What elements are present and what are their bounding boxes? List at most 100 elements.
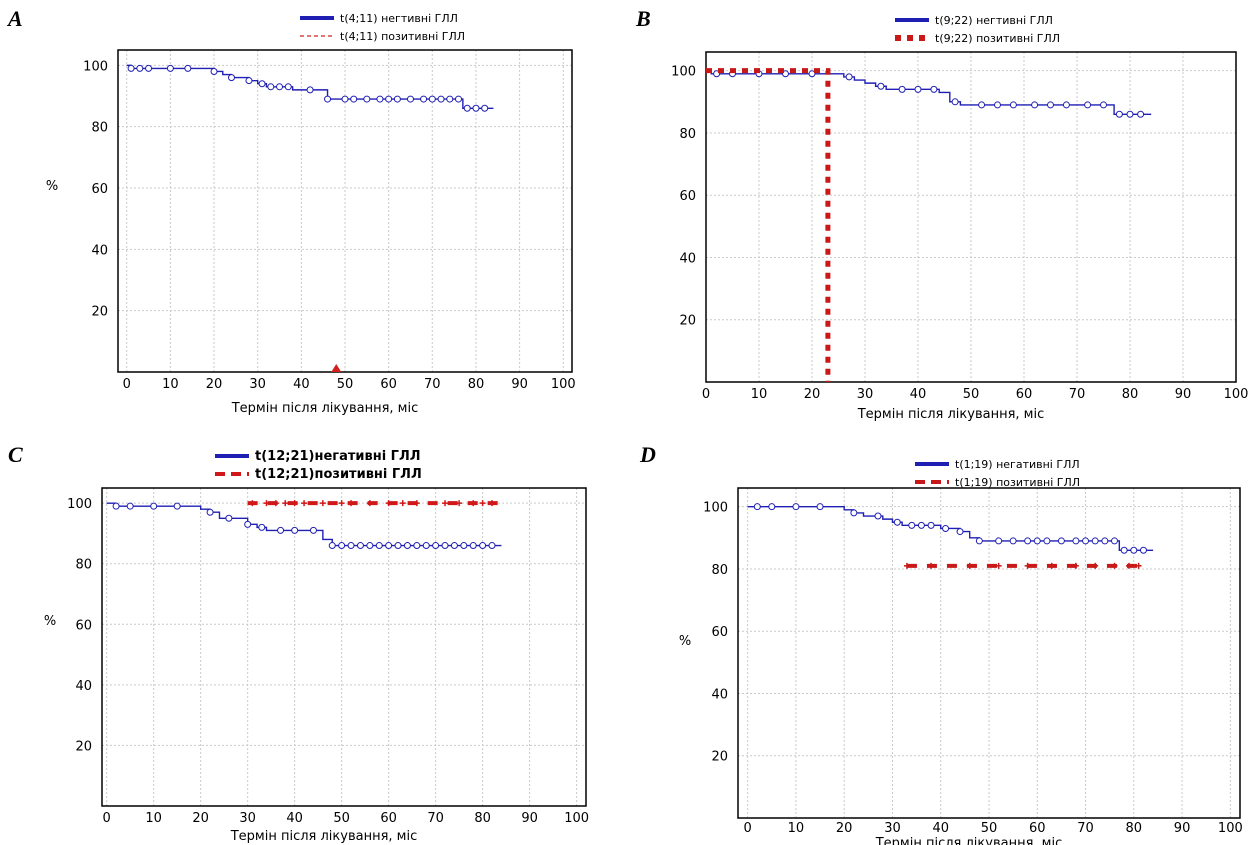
censor-marker [1130, 546, 1138, 554]
censor-marker [816, 503, 824, 511]
y-axis-label: % [679, 634, 691, 649]
series-negative [706, 69, 1152, 118]
censor-marker [420, 95, 428, 103]
series-line [706, 69, 1152, 115]
censor-marker [1009, 537, 1017, 545]
series-line [106, 502, 502, 547]
x-tick-label: 50 [981, 821, 998, 836]
y-tick-label: 40 [711, 687, 728, 702]
censor-marker [914, 85, 922, 93]
y-tick-label: 40 [75, 679, 92, 694]
legend-label: t(12;21)позитивні ГЛЛ [255, 467, 422, 482]
censor-marker [347, 542, 355, 550]
panel-C: C 0 10 20 30 40 50 60 70 80 90 100 20 40 60 80 100 Термін… [8, 442, 589, 844]
x-tick-label: 30 [249, 377, 266, 392]
censor-marker [1031, 101, 1039, 109]
x-axis-label: Термін після лікування, міс [231, 401, 419, 416]
panels: A0 10 20 30 40 50 60 70 80 90 10020406080100Термін… [6, 6, 1248, 845]
x-tick-label: 40 [932, 821, 949, 836]
censor-marker [1111, 537, 1118, 545]
censor-marker [1115, 110, 1123, 118]
x-axis-label: Термін після лікування, міс [875, 836, 1063, 845]
series-line [706, 68, 831, 382]
x-tick-label: 80 [1126, 821, 1143, 836]
series-line [747, 505, 1154, 551]
panel-letter: A [6, 6, 23, 31]
panel-letter: C [8, 442, 23, 467]
censor-marker [951, 98, 959, 106]
censor-marker [228, 74, 235, 82]
x-tick-label: 60 [1016, 387, 1033, 402]
x-tick-label: 90 [1175, 387, 1192, 402]
censor-marker [1082, 537, 1090, 545]
censor-marker [917, 521, 925, 529]
y-tick-label: 20 [91, 305, 108, 320]
x-tick-label: 90 [1174, 821, 1191, 836]
censor-marker [930, 85, 938, 93]
censor-marker [1072, 537, 1080, 545]
censor-marker [1043, 537, 1051, 545]
legend: t(4;11) негтивні ГЛЛ t(4;11) позитивні ГЛ… [300, 12, 465, 43]
y-tick-label: 20 [679, 314, 696, 329]
censor-marker [874, 512, 882, 520]
censor-marker [126, 502, 134, 510]
censor-marker [210, 67, 218, 75]
censor-marker [942, 524, 950, 532]
y-tick-label: 80 [75, 558, 92, 573]
censor-marker [460, 542, 468, 550]
plot-frame [737, 487, 1241, 819]
censor-marker [1024, 537, 1032, 545]
x-tick-label: 30 [857, 387, 874, 402]
x-tick-label: 50 [963, 387, 980, 402]
censor-marker [479, 542, 487, 550]
censor-marker [145, 64, 153, 72]
censor-marker [394, 542, 402, 550]
y-tick-label: 80 [91, 121, 108, 136]
censor-marker [376, 95, 384, 103]
censor-marker [956, 528, 964, 536]
panel-A: A 0 10 20 30 40 50 60 70 80 90 100 20 40 60 80 100 Термін… [6, 6, 576, 416]
censor-marker [1091, 537, 1099, 545]
censor-marker [1101, 537, 1109, 545]
censor-marker [306, 86, 314, 94]
censor-marker [338, 542, 346, 550]
censor-marker [428, 95, 436, 103]
censor-marker [994, 101, 1001, 109]
censor-marker [1120, 546, 1128, 554]
plot-frame [117, 49, 573, 373]
y-tick-label: 20 [711, 750, 728, 765]
legend: t(12;21)негативні ГЛЛ t(12;21)позитивні Г… [215, 449, 422, 482]
x-tick-label: 100 [551, 377, 576, 392]
censor-marker [245, 77, 253, 85]
censor-marker [284, 83, 292, 91]
series-positive [706, 68, 831, 382]
legend-label: t(12;21)негативні ГЛЛ [255, 449, 421, 464]
y-axis-label: % [44, 614, 56, 629]
y-tick-label: 100 [671, 65, 696, 80]
censor-marker [437, 95, 445, 103]
censor-marker [1033, 537, 1041, 545]
censor-marker [206, 508, 214, 516]
x-tick-label: 40 [910, 387, 927, 402]
censor-marker [908, 521, 916, 529]
legend-label: t(9;22) позитивні ГЛЛ [935, 32, 1060, 45]
x-tick-label: 100 [1218, 821, 1243, 836]
x-tick-label: 70 [424, 377, 441, 392]
legend-label: t(1;19) негативні ГЛЛ [955, 458, 1080, 471]
y-tick-label: 60 [75, 618, 92, 633]
censor-marker [244, 520, 252, 528]
censor-marker [927, 521, 935, 529]
censor-marker [1062, 101, 1070, 109]
x-tick-label: 50 [333, 811, 350, 826]
x-tick-label: 60 [380, 377, 397, 392]
plot-frame [101, 487, 587, 807]
legend-label: t(4;11) позитивні ГЛЛ [340, 30, 465, 43]
x-tick-label: 0 [744, 821, 752, 836]
y-tick-label: 40 [679, 251, 696, 266]
censor-marker [469, 542, 477, 550]
censor-marker [350, 95, 358, 103]
censor-marker [455, 95, 462, 103]
series-negative [747, 503, 1154, 554]
censor-marker [324, 95, 332, 103]
censor-marker [481, 104, 489, 112]
